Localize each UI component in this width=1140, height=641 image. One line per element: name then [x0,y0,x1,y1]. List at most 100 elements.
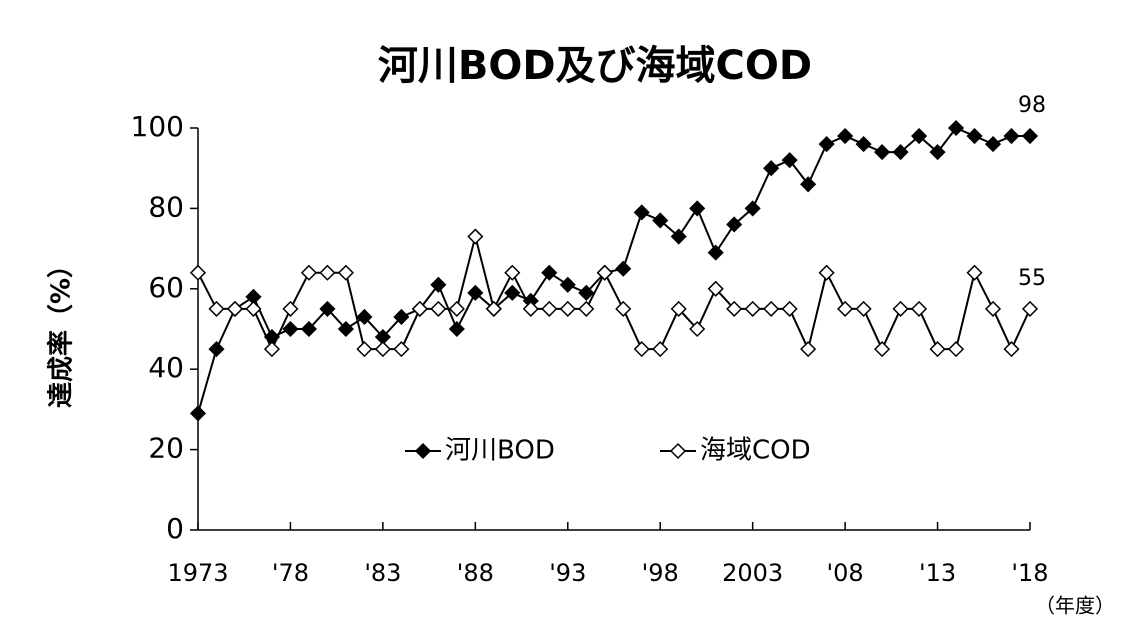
x-tick-label: '18 [1011,559,1048,587]
data-point [781,300,798,317]
end-value-label: 98 [1018,93,1046,118]
x-unit-label: （年度） [1035,594,1115,618]
data-point [208,300,225,317]
data-point [189,405,207,422]
data-point [744,300,761,317]
y-tick-label: 60 [148,271,184,304]
data-point [744,200,761,217]
data-point [911,300,928,317]
data-point [837,127,854,145]
data-point [245,300,262,317]
data-point [966,127,983,145]
data-point [319,300,336,317]
x-tick-label: '98 [642,559,679,587]
data-point [300,320,317,338]
data-point [282,300,299,317]
legend-marker [669,442,687,460]
series-line [197,126,1030,414]
data-point [467,284,484,301]
y-tick-label: 0 [166,512,184,545]
data-point [448,320,465,338]
data-point [300,264,317,281]
data-point [652,212,669,229]
data-point [430,300,447,317]
x-tick-label: '88 [457,559,494,587]
data-point [504,264,521,281]
data-point [522,300,539,317]
data-point [763,160,780,177]
data-point [707,244,724,261]
data-point [356,308,373,326]
data-point [652,341,669,358]
data-point [430,276,447,293]
y-tick-label: 40 [148,351,184,384]
data-point [984,136,1002,153]
y-tick-label: 100 [131,110,184,143]
data-point [615,300,632,317]
x-tick-label: 2003 [722,559,783,587]
data-point [689,200,706,217]
legend-label: 海域COD [700,436,811,466]
data-point [393,341,410,358]
chart-title: 河川BOD及び海域COD [378,43,812,89]
data-point [578,300,595,317]
data-point [670,300,687,317]
data-point [633,341,650,358]
data-point [596,264,613,281]
x-tick-label: '13 [919,559,956,587]
series-line [197,236,1031,353]
data-point [615,260,632,277]
data-point [929,144,946,161]
data-point [874,341,891,358]
data-point [633,204,650,221]
data-point [929,341,946,358]
data-point [855,300,872,317]
data-point [504,284,521,301]
data-point [818,136,835,153]
data-point [800,341,817,358]
data-point [1003,341,1020,358]
data-point [485,300,502,317]
data-point [263,341,281,358]
legend-marker [414,442,432,460]
data-point [892,300,909,317]
data-point [726,216,743,233]
legend-label: 河川BOD [445,436,555,466]
data-point [393,308,410,326]
data-point [226,300,244,317]
y-axis-label: 達成率（%） [46,252,77,408]
data-point [670,228,687,245]
data-point [874,144,891,161]
data-point [467,228,484,245]
data-point [1021,127,1039,145]
data-point [947,119,965,137]
data-point [892,144,909,161]
x-tick-label: '78 [272,559,309,587]
data-point [356,341,373,358]
data-point [559,300,576,317]
data-point [726,300,743,317]
x-tick-label: '08 [827,559,864,587]
data-point [189,264,207,281]
data-point [911,127,928,145]
y-tick-label: 80 [148,190,184,223]
data-point [337,320,354,338]
data-point [707,280,724,297]
data-point [1021,300,1039,317]
data-point [818,264,835,281]
data-point [800,176,817,193]
data-point [1003,127,1020,145]
data-point [448,300,465,317]
data-point [208,341,225,358]
data-point [541,300,558,317]
data-point [837,300,854,317]
data-point [689,320,706,338]
data-point [984,300,1002,317]
data-point [319,264,336,281]
x-tick-label: 1973 [167,559,228,587]
data-point [966,264,983,281]
data-point [411,300,428,317]
data-point [282,320,299,338]
data-point [578,284,595,301]
